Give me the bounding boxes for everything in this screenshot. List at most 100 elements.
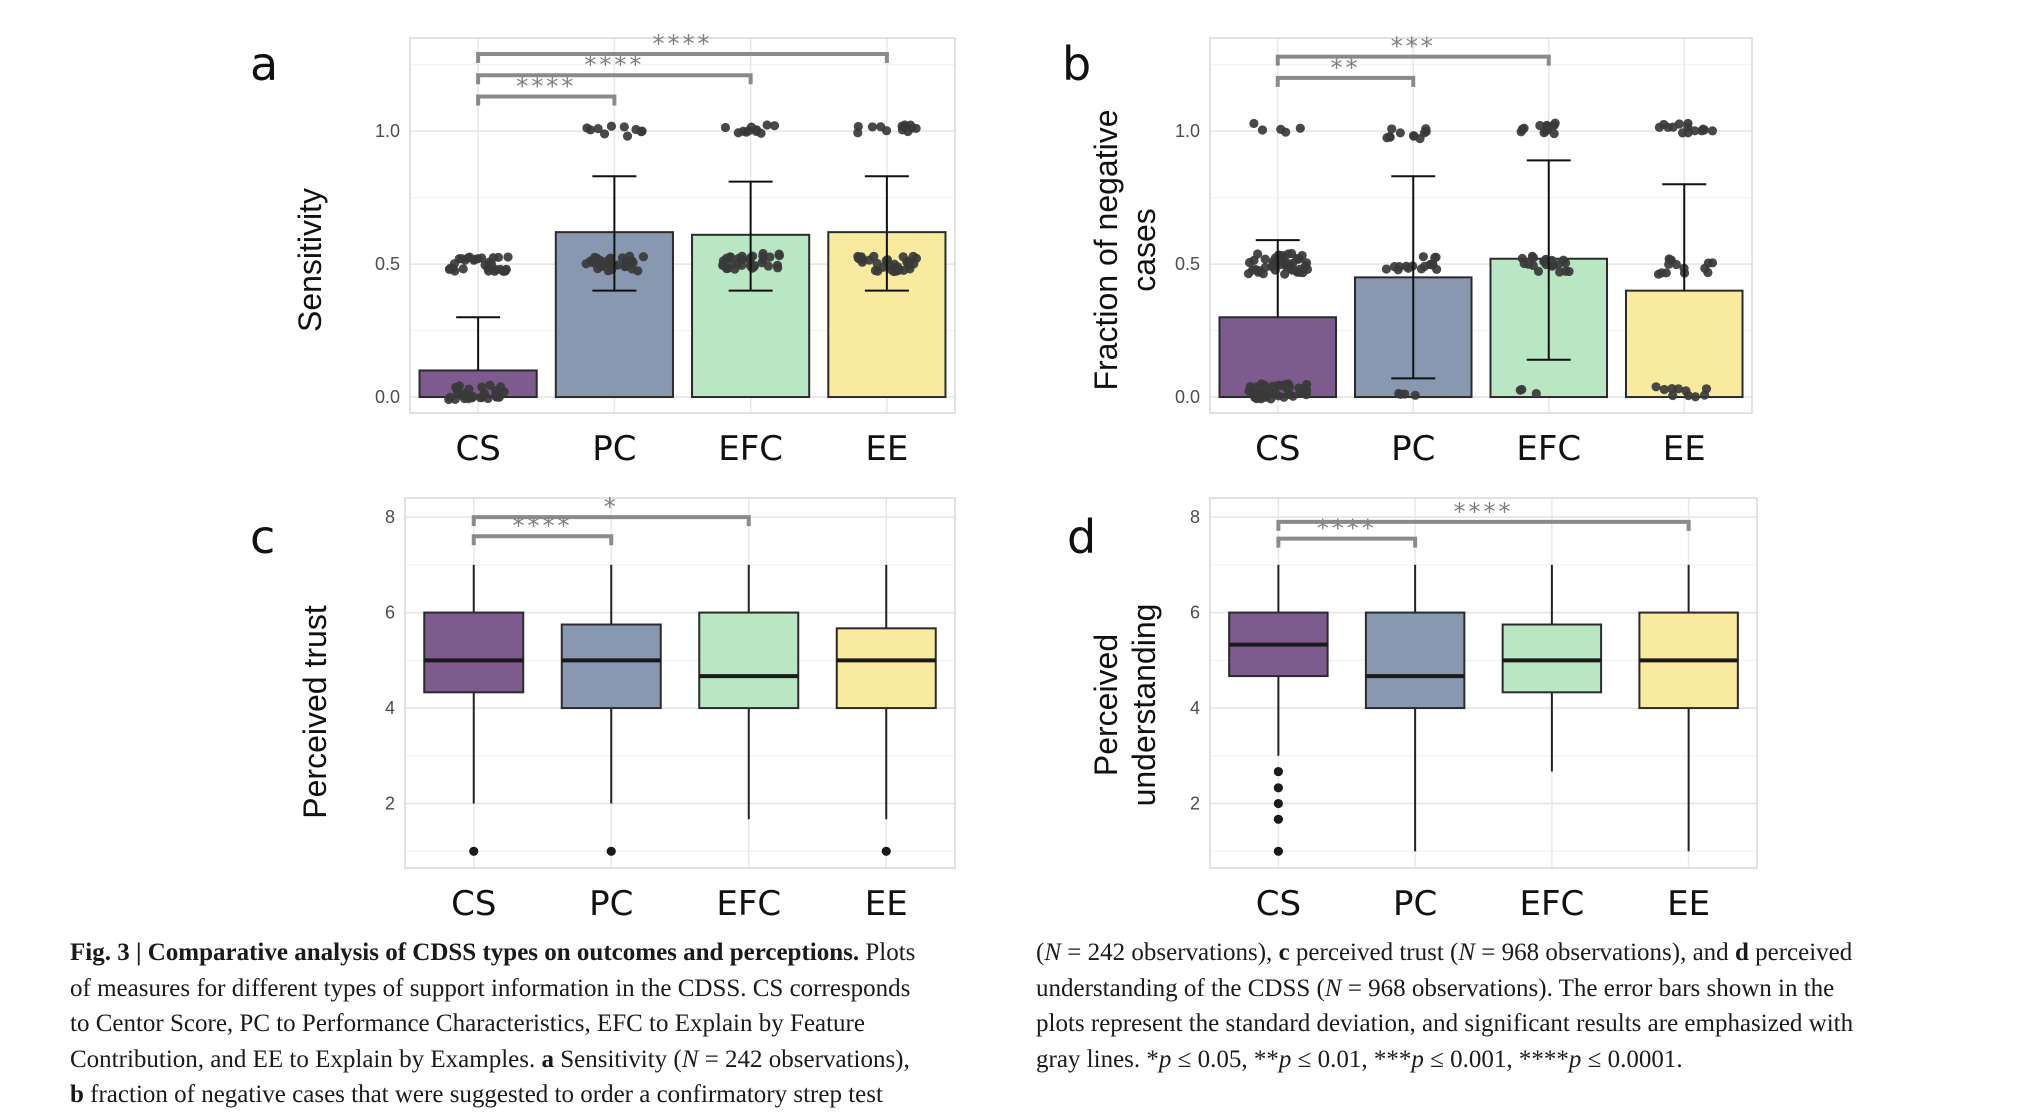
data-point: [1418, 252, 1428, 262]
significance-label: ***: [1391, 33, 1436, 61]
x-tick-label-pc: PC: [1393, 884, 1437, 920]
outlier-point: [1273, 798, 1283, 809]
data-point: [737, 260, 747, 270]
data-point: [746, 122, 757, 132]
y-axis-title: Perceived trust: [297, 605, 333, 819]
y-axis-title-line: Sensitivity: [292, 188, 328, 332]
data-point: [450, 394, 460, 405]
x-tick-label-pc: PC: [589, 884, 633, 920]
data-point: [593, 124, 603, 134]
significance-bracket: [471, 515, 751, 527]
caption-line: of measures for different types of suppo…: [70, 974, 911, 1002]
data-point: [1698, 124, 1708, 134]
data-point: [606, 121, 617, 131]
y-tick-label: 0.5: [375, 254, 400, 274]
y-tick-label: 6: [385, 603, 395, 623]
data-point: [637, 126, 647, 136]
data-point: [1409, 131, 1419, 141]
outlier-point: [606, 846, 616, 856]
box-pc: [1364, 611, 1466, 710]
y-tick-label: 4: [385, 698, 395, 718]
caption-line: Contribution, and EE to Explain by Examp…: [70, 1045, 910, 1073]
caption-line: gray lines. *p ≤ 0.05, **p ≤ 0.01, ***p …: [1036, 1045, 1683, 1073]
data-point: [1528, 253, 1539, 263]
x-tick-label-cs: CS: [1256, 884, 1301, 920]
data-point: [486, 259, 497, 269]
significance-bracket: [471, 534, 614, 546]
data-point: [444, 394, 454, 405]
data-point: [1283, 379, 1293, 389]
caption-line: (N = 242 observations), c perceived trus…: [1036, 939, 1853, 966]
data-point: [730, 264, 740, 274]
data-point: [1293, 267, 1303, 277]
data-point: [1539, 256, 1549, 267]
plot-border: [404, 497, 956, 869]
data-point: [1287, 248, 1297, 259]
caption-line: plots represent the standard deviation, …: [1036, 1010, 1854, 1037]
data-point: [887, 265, 897, 275]
data-point: [1273, 391, 1283, 401]
data-point: [898, 252, 908, 262]
outlier-point: [1273, 766, 1283, 777]
plot-border: [1209, 497, 1758, 869]
data-point: [477, 253, 487, 263]
significance-label: *: [604, 493, 619, 521]
data-point: [774, 250, 784, 261]
data-point: [867, 122, 878, 132]
data-point: [1707, 258, 1718, 268]
significance-label: ****: [1454, 498, 1514, 526]
y-axis-title-line: Perceived trust: [297, 605, 333, 819]
significance-bracket: [1276, 536, 1418, 548]
data-point: [1707, 126, 1718, 136]
box-efc: [698, 611, 800, 710]
data-point: [762, 120, 772, 130]
data-point: [758, 255, 768, 265]
data-point: [1301, 389, 1311, 399]
data-point: [1430, 252, 1440, 263]
panel-b: 0.0 0.5 1.0 CS PC EFC EE Fraction of negativeca…: [1062, 33, 1753, 469]
bar-cs: [418, 369, 538, 399]
data-point: [1387, 124, 1397, 134]
x-tick-label-ee: EE: [865, 429, 908, 469]
panel-label: a: [250, 37, 278, 91]
data-point: [1547, 261, 1557, 271]
data-point: [769, 121, 780, 131]
caption-line: to Centor Score, PC to Performance Chara…: [70, 1010, 865, 1037]
data-point: [495, 264, 505, 274]
caption-right-column: (N = 242 observations), c perceived trus…: [1036, 935, 1853, 1077]
y-tick-label: 8: [385, 507, 395, 527]
data-point: [628, 258, 638, 268]
outlier-point: [1273, 814, 1283, 824]
x-tick-label-pc: PC: [1391, 429, 1435, 469]
y-axis-title-line: Fraction of negative: [1088, 109, 1124, 390]
significance-bracket: [476, 51, 889, 63]
data-point: [1542, 125, 1552, 135]
data-point: [499, 387, 509, 397]
data-point: [503, 252, 513, 262]
data-point: [1288, 391, 1298, 401]
data-point: [582, 123, 592, 133]
outlier-point: [1273, 846, 1283, 856]
data-point: [599, 129, 610, 139]
y-axis-title-line: understanding: [1126, 604, 1162, 807]
x-tick-label-ee: EE: [1663, 429, 1706, 469]
box-ee: [835, 627, 937, 710]
data-point: [1654, 122, 1664, 132]
data-point: [1425, 259, 1435, 270]
data-point: [1416, 264, 1426, 274]
panel-label: c: [250, 510, 275, 564]
y-axis-title: Sensitivity: [292, 188, 328, 332]
outlier-point: [1273, 783, 1283, 793]
significance-bracket: [1276, 519, 1691, 531]
data-point: [733, 128, 743, 138]
data-point: [1517, 125, 1527, 135]
y-tick-label: 0.0: [375, 387, 400, 407]
outlier-point: [881, 846, 891, 856]
y-tick-label: 0.5: [1175, 254, 1200, 274]
data-point: [1515, 385, 1525, 395]
y-axis-title: Fraction of negativecases: [1088, 109, 1162, 390]
panel-label: d: [1067, 510, 1096, 564]
data-point: [1260, 254, 1270, 264]
data-point: [1533, 266, 1544, 276]
